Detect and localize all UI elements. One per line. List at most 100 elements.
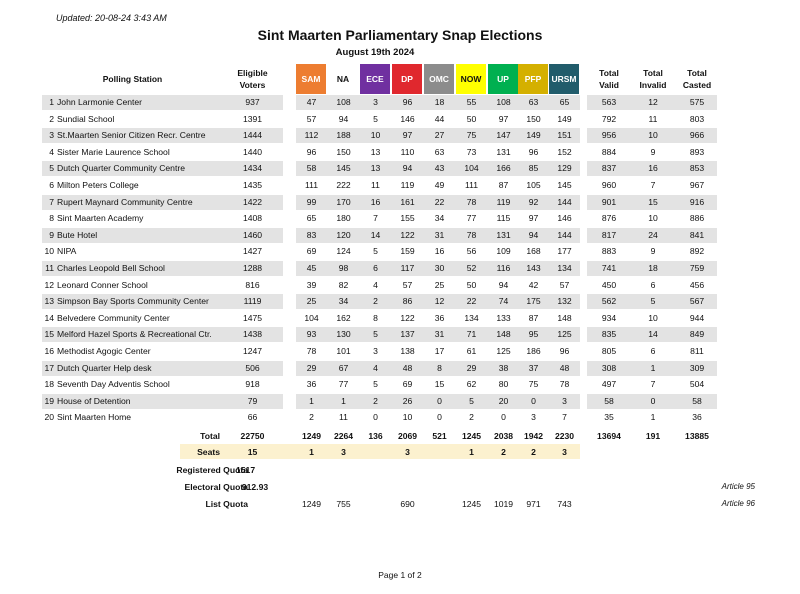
votes-dp: 94 (402, 163, 413, 174)
votes-up: 94 (498, 279, 509, 290)
votes-sam: 69 (306, 246, 317, 257)
row-band (296, 128, 580, 144)
votes-sam: 25 (306, 296, 317, 307)
polling-station-name: Simpson Bay Sports Community Center (57, 296, 209, 307)
total-valid: 805 (601, 345, 617, 356)
votes-now: 75 (466, 130, 477, 141)
votes-ece: 13 (370, 146, 381, 157)
row-band (296, 194, 580, 210)
polling-station-name: Milton Peters College (57, 179, 139, 190)
row-number: 11 (45, 262, 54, 273)
votes-pfp: 168 (526, 246, 541, 257)
eligible-voters: 816 (245, 279, 260, 290)
total-casted: 893 (689, 146, 705, 157)
total-valid: 792 (601, 113, 617, 124)
table-row: 12 Leonard Conner School 816 39 82 4 57 25 50 94 4… (0, 277, 800, 294)
votes-sam: 96 (306, 146, 317, 157)
votes-sam: 45 (306, 262, 317, 273)
votes-up: 80 (498, 379, 509, 390)
row-band (296, 161, 580, 177)
votes-dp: 161 (400, 196, 415, 207)
row-band (296, 327, 580, 343)
row-band (222, 360, 283, 376)
eligible-voters: 1475 (242, 312, 263, 323)
results-table-body: 1 John Larmonie Center 937 47 108 3 96 18 55 108 6… (0, 94, 800, 426)
total-votes-ece: 136 (368, 431, 383, 441)
total-valid: 13694 (597, 431, 621, 441)
polling-station-name: House of Detention (57, 395, 131, 406)
row-number: 7 (49, 196, 54, 207)
votes-now: 78 (466, 196, 477, 207)
votes-sam: 93 (306, 329, 317, 340)
total-valid: 308 (601, 362, 617, 373)
row-band (42, 294, 223, 310)
row-band (222, 128, 283, 144)
table-row: 5 Dutch Quarter Community Centre 1434 58 145… (0, 160, 800, 177)
party-header-ursm: URSM (549, 64, 579, 94)
votes-up: 38 (498, 362, 509, 373)
votes-up: 74 (498, 296, 509, 307)
votes-sam: 39 (306, 279, 317, 290)
votes-sam: 78 (306, 345, 317, 356)
votes-dp: 117 (400, 262, 415, 273)
total-casted: 58 (692, 395, 702, 406)
votes-omc: 44 (434, 113, 445, 124)
votes-na: 180 (336, 213, 351, 224)
votes-omc: 15 (434, 379, 445, 390)
votes-sam: 111 (304, 179, 319, 190)
votes-dp: 26 (402, 395, 413, 406)
votes-pfp: 97 (528, 213, 539, 224)
header-total-casted: Total Casted (682, 68, 712, 90)
votes-omc: 27 (434, 130, 445, 141)
row-band (587, 227, 717, 243)
votes-up: 20 (498, 395, 509, 406)
votes-ursm: 152 (557, 146, 572, 157)
votes-pfp: 92 (528, 196, 539, 207)
total-votes-omc: 521 (432, 431, 447, 441)
row-number: 4 (49, 146, 54, 157)
votes-omc: 34 (434, 213, 445, 224)
row-band (42, 194, 223, 210)
votes-omc: 36 (434, 312, 445, 323)
votes-pfp: 105 (526, 179, 541, 190)
polling-station-name: Dutch Quarter Help desk (57, 362, 152, 373)
votes-ece: 16 (370, 196, 381, 207)
party-header-pfp: PFP (518, 64, 548, 94)
votes-na: 98 (338, 262, 349, 273)
votes-ursm: 145 (557, 179, 572, 190)
votes-ursm: 129 (557, 163, 572, 174)
votes-ursm: 134 (557, 262, 572, 273)
votes-pfp: 150 (526, 113, 541, 124)
article-95: Article 95 (721, 482, 755, 491)
votes-ece: 5 (373, 379, 378, 390)
total-invalid: 11 (648, 113, 658, 124)
table-row: 6 Milton Peters College 1435 111 222 11 119 49 1… (0, 177, 800, 194)
row-band (42, 128, 223, 144)
votes-up: 108 (496, 97, 511, 107)
list-quota-sam: 1249 (301, 499, 322, 509)
votes-ece: 14 (370, 229, 381, 240)
votes-na: 222 (336, 179, 351, 190)
votes-pfp: 94 (528, 229, 539, 240)
votes-ursm: 7 (562, 412, 567, 423)
votes-dp: 122 (400, 312, 415, 323)
votes-na: 162 (336, 312, 351, 323)
votes-na: 1 (341, 395, 346, 406)
votes-up: 109 (496, 246, 511, 257)
table-row: 4 Sister Marie Laurence School 1440 96 150 13… (0, 144, 800, 161)
table-row: 7 Rupert Maynard Community Centre 1422 99 17… (0, 194, 800, 211)
row-band (587, 161, 717, 177)
total-valid: 741 (601, 262, 617, 273)
polling-station-name: Seventh Day Adventis School (57, 379, 170, 390)
votes-ursm: 177 (557, 246, 572, 257)
total-valid: 497 (601, 379, 617, 390)
votes-sam: 99 (306, 196, 317, 207)
votes-ursm: 3 (562, 395, 567, 406)
votes-ece: 6 (373, 262, 378, 273)
votes-ece: 8 (373, 312, 378, 323)
votes-na: 120 (336, 229, 351, 240)
list-quota-up: 1019 (493, 499, 514, 509)
header-eligible-voters: Eligible Voters (237, 68, 268, 90)
row-band (222, 327, 283, 343)
votes-ursm: 125 (557, 329, 572, 340)
